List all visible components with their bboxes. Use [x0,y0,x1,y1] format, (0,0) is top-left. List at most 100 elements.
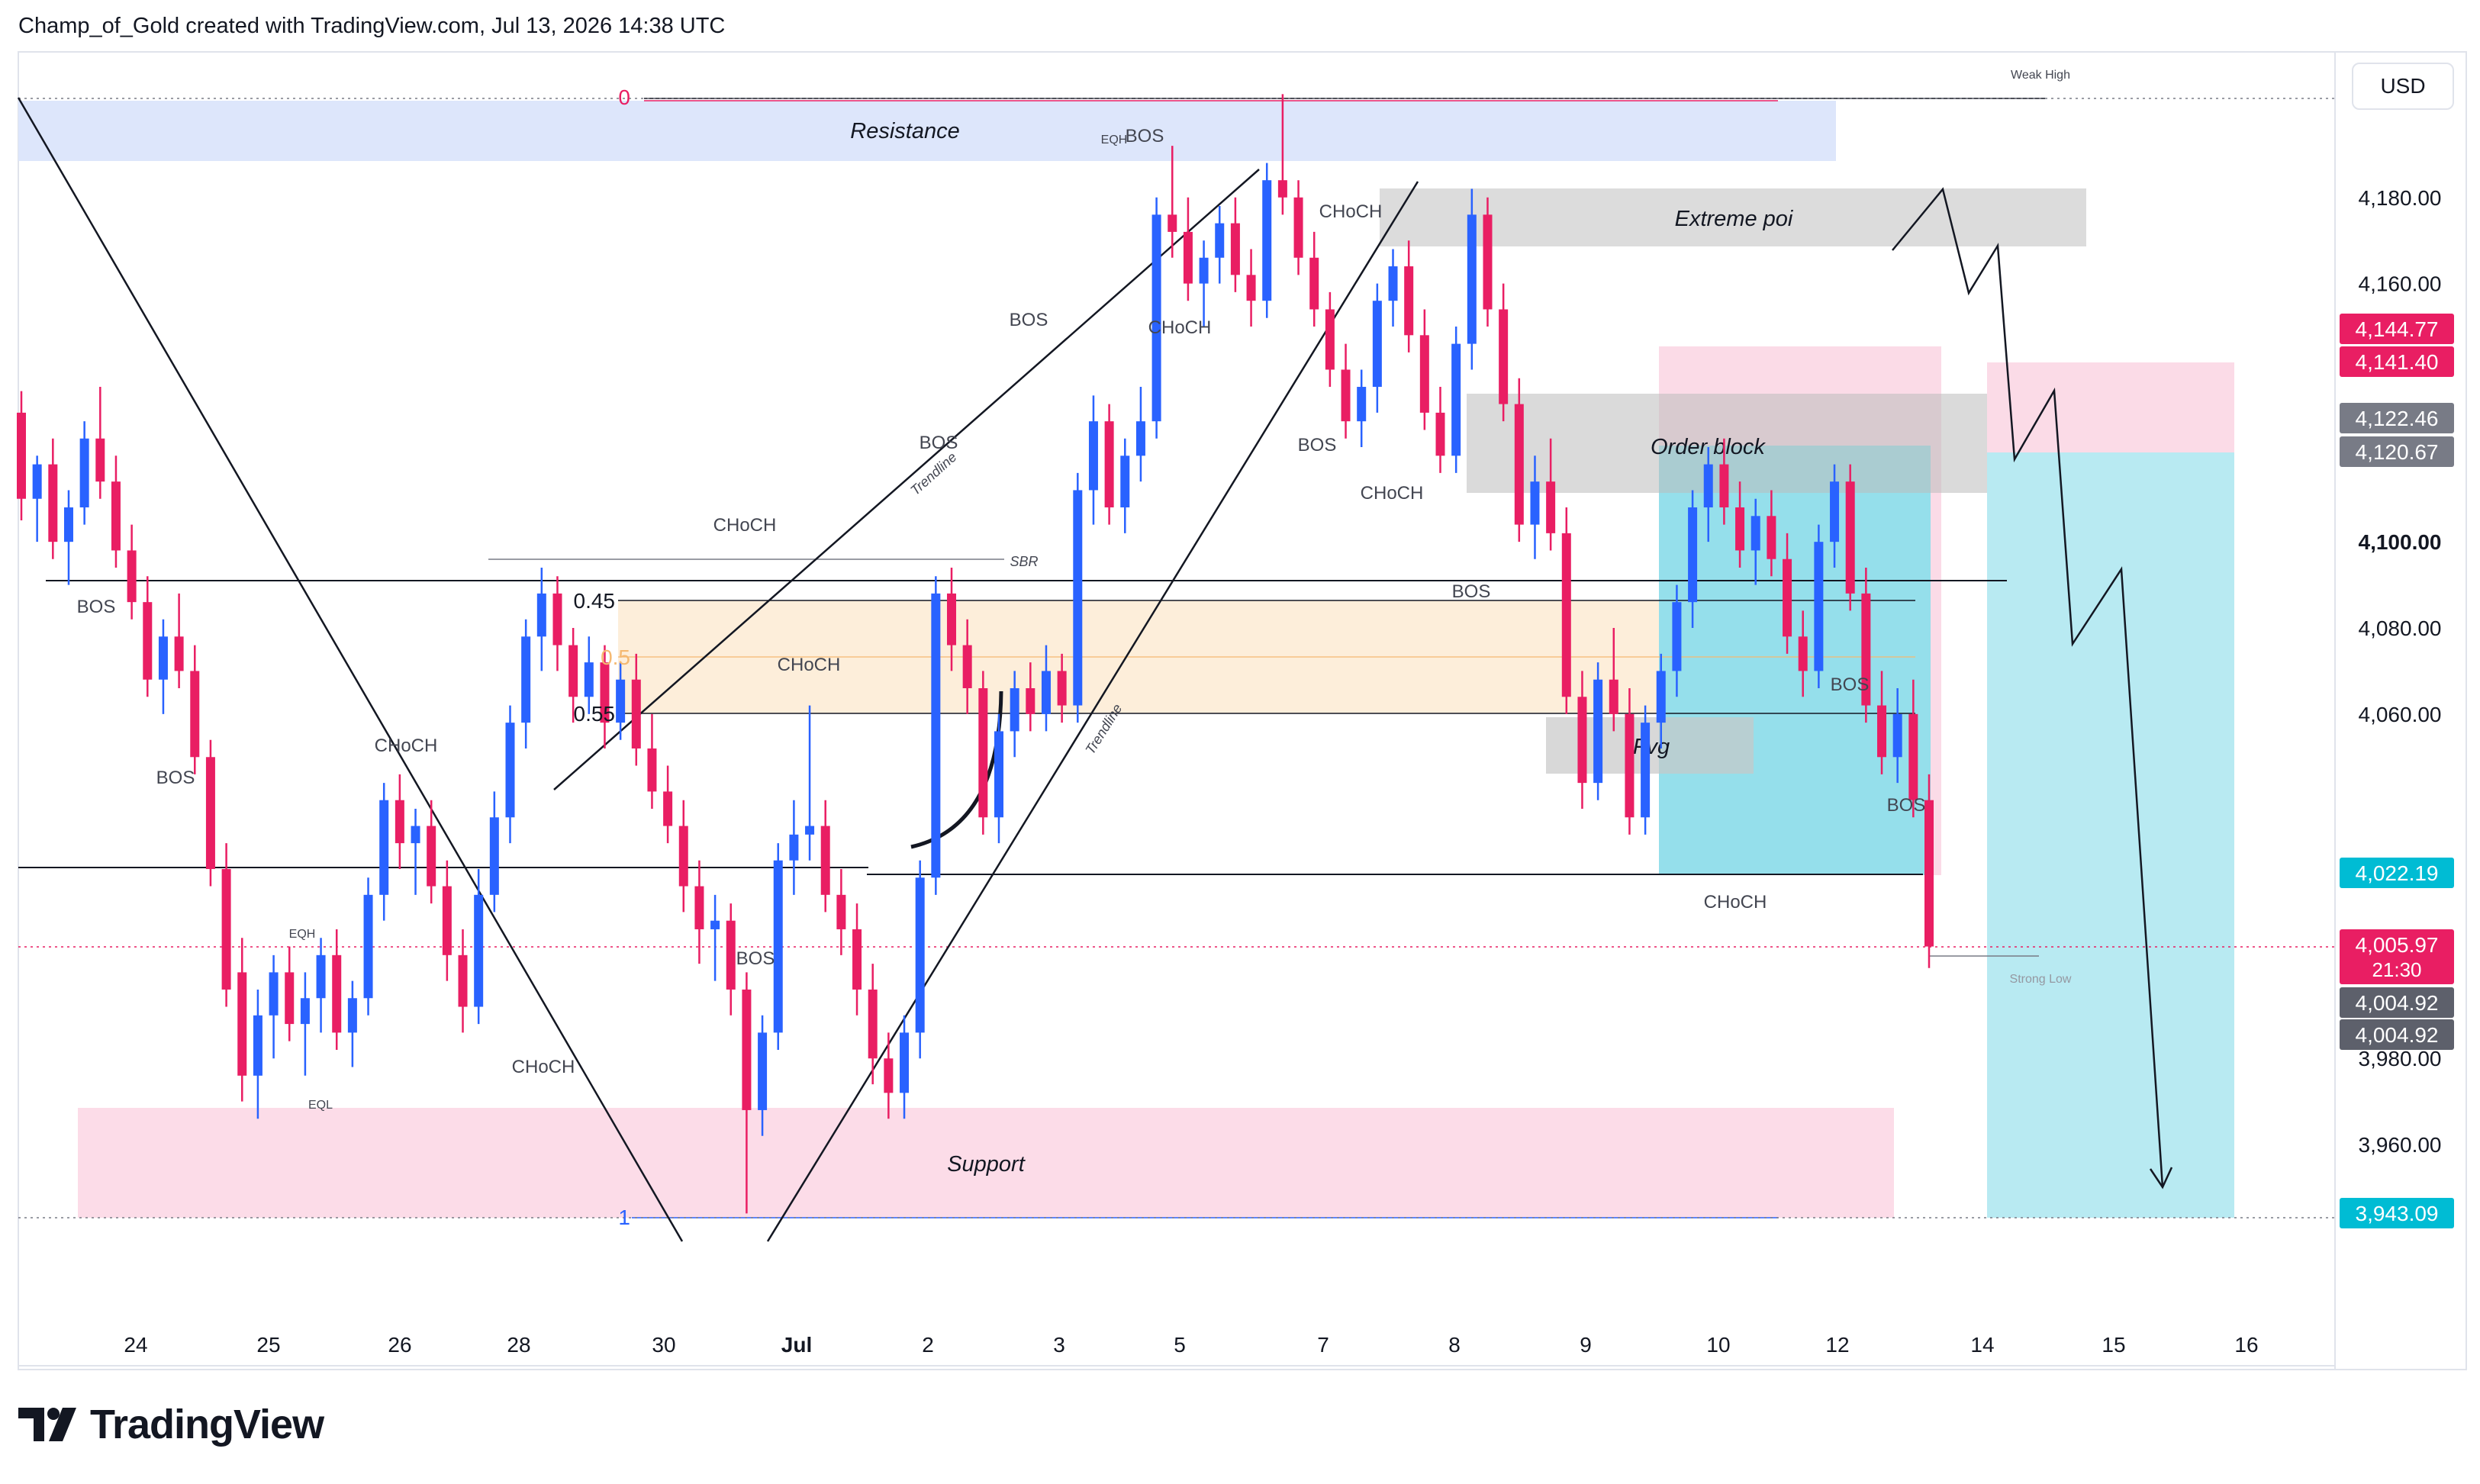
price-axis: 3,960.00 3,980.00 4,060.00 4,080.00 4,100.00… [2359,186,2442,1157]
candle-body-79 [1262,180,1272,301]
structure-label-0: BOS [77,597,116,617]
candle-body-95 [1514,404,1524,525]
time-tick-label-8: 5 [1174,1333,1186,1357]
structure-label-1: BOS [156,768,195,788]
resistance-zone-label: Resistance [850,119,959,143]
candle-body-84 [1341,369,1351,422]
candle-body-47 [758,1032,768,1110]
structure-label-20: BOS [1831,674,1870,695]
fib-label-1: 0.45 [574,589,616,613]
tradingview-logo-icon [18,1408,76,1441]
order-block-zone [1467,394,2086,493]
candle-body-102 [1625,713,1635,818]
candle-body-120 [1908,713,1918,800]
candle-body-76 [1215,223,1225,258]
candle-body-85 [1357,387,1367,422]
candle-body-13 [221,868,231,990]
time-tick-label-13: 12 [1825,1333,1849,1357]
price-tick-label-1: 3,980.00 [2359,1047,2442,1070]
candle-body-117 [1861,593,1871,706]
candle-body-1 [32,464,42,499]
structure-label-13: BOS [1126,126,1164,146]
time-tick-label-3: 28 [507,1333,530,1357]
structure-label-10: SBR [1010,554,1038,569]
projection-path [1892,187,2164,1188]
fvg-label: Fvg [1633,735,1670,759]
candle-body-108 [1719,464,1729,508]
candle-body-78 [1246,275,1256,301]
price-tick-label-6: 4,180.00 [2359,186,2442,210]
candle-body-52 [836,894,846,929]
candle-body-88 [1404,266,1414,336]
extreme-poi-zone [1380,188,2086,246]
structure-label-8: CHoCH [512,1057,575,1077]
price-tag-5 [2340,929,2454,984]
price-tag-3 [2340,436,2454,467]
candle-body-14 [237,972,247,1076]
candle-body-65 [1041,671,1051,714]
candle-body-32 [521,636,531,723]
candle-body-75 [1199,257,1209,284]
candle-body-74 [1183,231,1193,284]
fib-label-3: 0.55 [574,702,616,726]
candle-body-68 [1088,421,1098,491]
candle-body-115 [1830,481,1840,542]
annotation-1: Strong Low [2010,973,2072,986]
candle-body-45 [726,920,736,990]
candle-body-62 [994,731,1003,818]
structure-label-21: BOS [1887,795,1926,816]
structure-label-17: CHoCH [1361,483,1424,504]
candle-body-54 [868,989,878,1059]
time-tick-label-7: 3 [1053,1333,1065,1357]
candle-body-16 [269,972,279,1016]
price-tag-text-8: 3,943.09 [2356,1202,2439,1225]
candle-body-77 [1230,223,1240,275]
candle-body-59 [947,593,957,645]
time-tick-label-4: 30 [652,1333,675,1357]
candle-body-80 [1277,180,1287,198]
price-tick-label-0: 3,960.00 [2359,1133,2442,1157]
candle-body-67 [1073,490,1083,706]
candle-body-41 [663,791,673,826]
time-axis: 24 25 26 28 30 Jul 2 3 5 7 8 9 10 12 14 15 16 [124,1333,2258,1357]
candle-body-33 [536,593,546,637]
candle-body-34 [552,593,562,645]
candle-body-98 [1561,533,1571,697]
candle-body-39 [631,679,641,748]
candle-body-30 [489,817,499,895]
candle-body-53 [852,929,862,990]
candle-body-12 [205,757,215,869]
structure-label-5: CHoCH [713,515,777,536]
structure-label-11: BOS [1010,310,1048,330]
currency-button[interactable]: USD [2352,63,2454,110]
candle-body-70 [1120,456,1130,508]
price-tag-1 [2340,346,2454,377]
candle-body-17 [285,972,295,1025]
price-tag-2 [2340,403,2454,433]
time-tick-label-9: 7 [1317,1333,1329,1357]
candle-body-11 [190,671,200,758]
candle-body-55 [884,1058,894,1093]
structure-label-12: EQH [1101,134,1128,146]
short-target-zone [1987,452,2234,1218]
price-tag-8 [2340,1198,2454,1228]
time-tick-label-10: 8 [1448,1333,1461,1357]
candle-body-4 [79,438,89,508]
candle-body-38 [616,679,626,723]
time-tick-label-1: 25 [256,1333,280,1357]
candle-body-43 [694,886,704,929]
candle-body-8 [143,602,153,680]
chart-header-title: Champ_of_Gold created with TradingView.c… [18,14,726,38]
candle-body-51 [820,826,830,895]
price-tag-text-3: 4,120.67 [2356,440,2439,464]
structure-label-3: EQH [289,928,316,941]
candle-body-81 [1293,197,1303,258]
chart-frame [18,51,2467,1370]
candle-body-69 [1104,421,1114,508]
price-tick-label-4: 4,100.00 [2359,530,2442,554]
candle-body-37 [600,662,610,723]
price-tick-label-3: 4,080.00 [2359,616,2442,640]
candle-body-116 [1845,481,1855,594]
structure-label-4: EQL [308,1099,333,1112]
